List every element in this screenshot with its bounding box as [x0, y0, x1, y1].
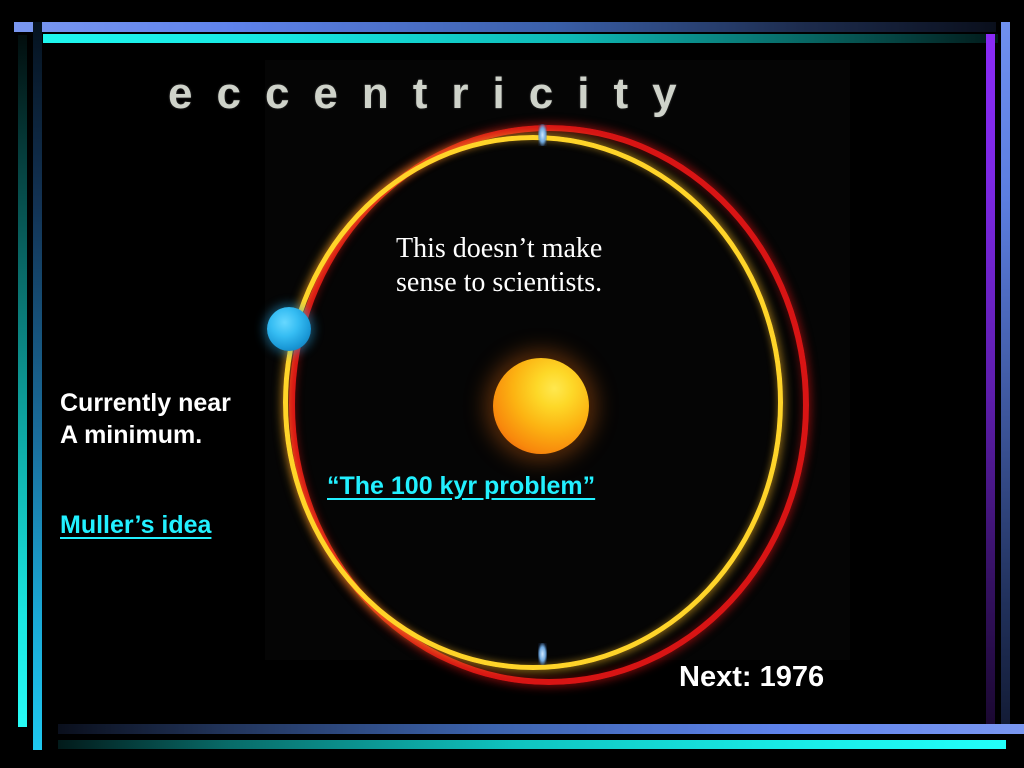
left-note-line-2: A minimum. [60, 421, 203, 449]
left-note: Currently near A minimum. [60, 387, 310, 451]
left-note-line-1: Currently near [60, 389, 231, 417]
frame-bar-bottom-blue [58, 724, 1024, 734]
frame-bar-bottom-cyan [58, 740, 1006, 749]
inner-orbit-ring [283, 135, 783, 670]
frame-bar-left-teal [18, 35, 27, 727]
orbit-diagram [250, 110, 830, 685]
page-title: eccentricity [168, 69, 701, 118]
apsis-marker-bottom-icon [538, 643, 547, 665]
apsis-marker-top-icon [538, 124, 547, 146]
frame-bar-right-blue [1001, 22, 1010, 734]
frame-bar-right-purple [986, 34, 995, 728]
planet-icon [267, 307, 311, 351]
sun-icon [493, 358, 589, 454]
frame-bar-top-blue [14, 22, 996, 32]
frame-bar-left-blue [33, 22, 42, 750]
next-slide-label: Next: 1976 [679, 661, 825, 693]
diagram-caption-line-1: This doesn’t make [396, 233, 603, 264]
diagram-caption-line-2: sense to scientists. [396, 267, 603, 298]
frame-bar-top-cyan [43, 34, 998, 43]
link-mullers-idea[interactable]: Muller’s idea [60, 511, 212, 539]
link-the-100-kyr-problem[interactable]: “The 100 kyr problem” [327, 472, 596, 500]
diagram-caption: This doesn’t make sense to scientists. [396, 232, 696, 300]
